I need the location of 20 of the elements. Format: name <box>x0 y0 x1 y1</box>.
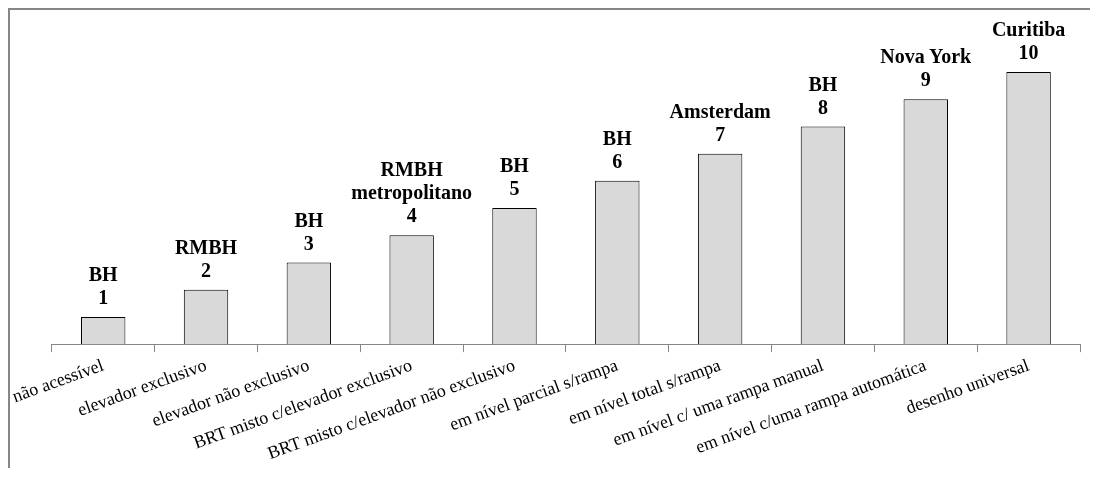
data-label: 1 <box>98 286 109 309</box>
annotation: Amsterdam <box>669 99 771 122</box>
annotation: Nova York <box>880 45 973 68</box>
data-label: 2 <box>201 258 212 281</box>
data-label: 9 <box>920 68 931 91</box>
annotation: RMBH metropolitano <box>351 158 473 205</box>
annotation: BH <box>294 208 324 231</box>
data-label: 8 <box>817 95 828 118</box>
annotation: BH <box>808 72 838 95</box>
annotation: RMBH <box>174 235 238 258</box>
annotation: BH <box>88 263 119 286</box>
annotation: BH <box>500 154 530 177</box>
data-label: 3 <box>303 231 314 254</box>
data-label: 6 <box>612 150 623 173</box>
annotation: BH <box>602 127 633 150</box>
data-label: 7 <box>715 122 726 145</box>
data-label: 4 <box>406 204 417 227</box>
annotation: Curitiba <box>991 18 1066 41</box>
data-label: 10 <box>1018 41 1039 64</box>
data-label: 5 <box>509 177 520 200</box>
